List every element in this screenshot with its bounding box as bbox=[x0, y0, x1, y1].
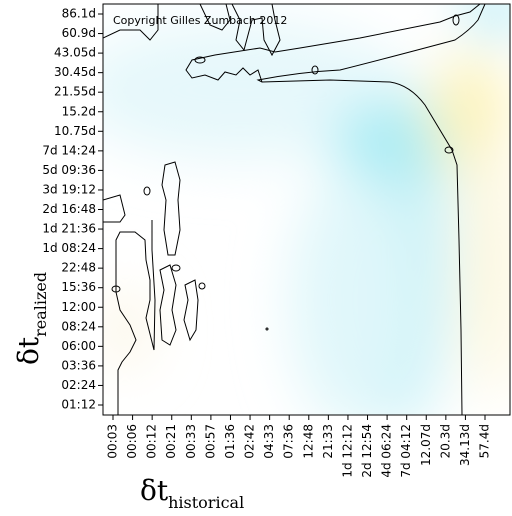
y-tick-label: 21.55d bbox=[54, 85, 96, 99]
x-tick-label: 00:21 bbox=[164, 424, 178, 459]
y-tick-label: 03:36 bbox=[61, 358, 96, 372]
x-tick-label: 20.3d bbox=[438, 424, 452, 458]
y-tick-label: 15:36 bbox=[61, 280, 96, 294]
x-tick-label: 01:36 bbox=[223, 424, 237, 459]
y-axis-label: δtrealized bbox=[12, 272, 50, 365]
y-tick-label: 1d 08:24 bbox=[42, 241, 96, 255]
y-tick-label: 5d 09:36 bbox=[42, 163, 96, 177]
y-tick-label: 86.1d bbox=[62, 7, 96, 21]
x-tick-label: 1d 12:12 bbox=[340, 424, 354, 478]
x-tick-label: 7d 04:12 bbox=[399, 424, 413, 478]
y-tick-label: 02:24 bbox=[61, 378, 96, 392]
x-tick-label: 4d 06:24 bbox=[380, 424, 394, 478]
x-tick-label: 00:03 bbox=[106, 424, 120, 459]
x-tick-label: 57.4d bbox=[478, 424, 492, 458]
x-tick-label: 00:33 bbox=[184, 424, 198, 459]
y-tick-label: 30.45d bbox=[54, 65, 96, 79]
y-tick-label: 60.9d bbox=[62, 26, 96, 40]
copyright: Copyright Gilles Zumbach 2012 bbox=[113, 14, 287, 27]
y-tick-label: 7d 14:24 bbox=[42, 143, 96, 157]
x-tick-label: 07:36 bbox=[282, 424, 296, 459]
y-tick-label: 22:48 bbox=[61, 261, 96, 275]
y-axis-symbol: δt bbox=[12, 336, 45, 365]
y-axis-subscript: realized bbox=[31, 272, 50, 337]
x-axis-label: δthistorical bbox=[140, 474, 244, 512]
x-tick-label: 04:33 bbox=[262, 424, 276, 459]
x-tick-label: 34.13d bbox=[458, 424, 472, 466]
x-tick-label: 00:12 bbox=[145, 424, 159, 459]
x-tick-label: 02:42 bbox=[243, 424, 257, 459]
y-tick-label: 1d 21:36 bbox=[42, 222, 96, 236]
axes: 00:03 00:06 00:12 00:21 00:33 00:57 01:36 02:42… bbox=[42, 7, 491, 478]
x-axis-symbol: δt bbox=[140, 474, 169, 507]
y-tick-label: 2d 16:48 bbox=[42, 202, 96, 216]
y-tick-label: 01:12 bbox=[61, 398, 96, 412]
contour-lines bbox=[103, 4, 486, 415]
x-tick-label: 00:06 bbox=[125, 424, 139, 459]
heat-field bbox=[103, 4, 510, 415]
y-tick-label: 08:24 bbox=[61, 319, 96, 333]
x-tick-label: 12.07d bbox=[419, 424, 433, 466]
x-tick-label: 2d 12:54 bbox=[360, 424, 374, 478]
y-tick-label: 43.05d bbox=[54, 46, 96, 60]
y-tick-label: 06:00 bbox=[61, 339, 96, 353]
y-tick-label: 15.2d bbox=[62, 104, 96, 118]
y-tick-label: 12:00 bbox=[61, 300, 96, 314]
y-tick-label: 3d 19:12 bbox=[42, 182, 96, 196]
x-tick-label: 12:48 bbox=[301, 424, 315, 459]
x-axis-subscript: historical bbox=[168, 493, 244, 512]
y-tick-label: 10.75d bbox=[54, 124, 96, 138]
x-tick-label: 00:57 bbox=[203, 424, 217, 459]
x-tick-label: 21:33 bbox=[321, 424, 335, 459]
